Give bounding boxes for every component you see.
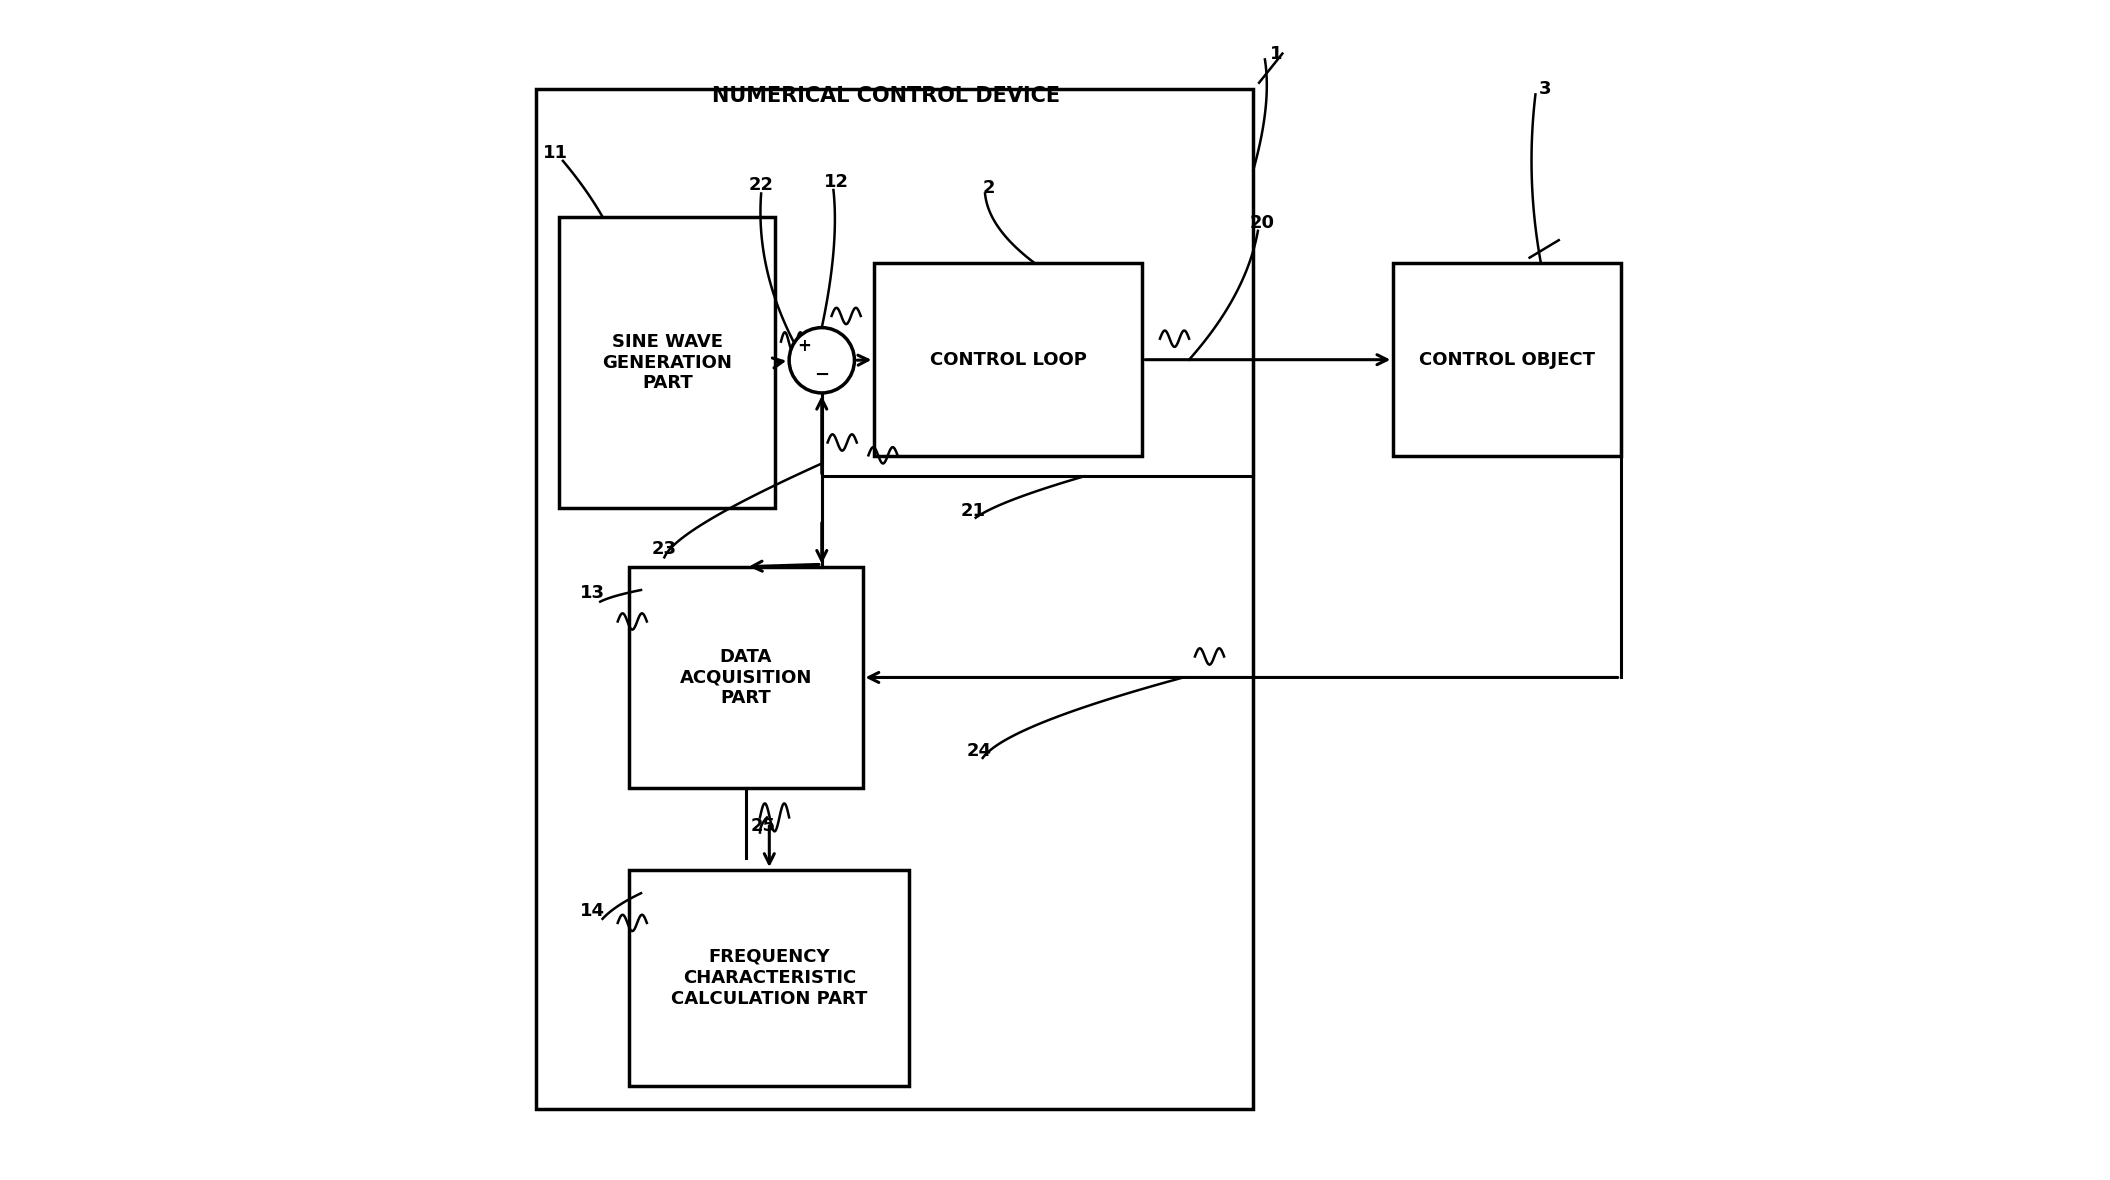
Text: +: +	[798, 336, 810, 354]
Text: SINE WAVE
GENERATION
PART: SINE WAVE GENERATION PART	[601, 333, 732, 393]
Text: 20: 20	[1249, 214, 1274, 231]
Text: 22: 22	[749, 176, 774, 195]
Text: 21: 21	[960, 502, 985, 519]
Bar	[1393, 263, 1620, 455]
Text: DATA
ACQUISITION
PART: DATA ACQUISITION PART	[679, 648, 812, 707]
Bar	[629, 870, 909, 1086]
Circle shape	[789, 328, 855, 393]
Text: FREQUENCY
CHARACTERISTIC
CALCULATION PART: FREQUENCY CHARACTERISTIC CALCULATION PAR…	[671, 948, 867, 1008]
Bar	[536, 88, 1253, 1109]
Text: 14: 14	[580, 902, 606, 919]
Text: 25: 25	[751, 817, 776, 834]
Text: CONTROL LOOP: CONTROL LOOP	[931, 350, 1087, 368]
Text: 11: 11	[544, 144, 568, 162]
Text: 12: 12	[825, 172, 850, 191]
Text: 24: 24	[966, 742, 992, 760]
Text: NUMERICAL CONTROL DEVICE: NUMERICAL CONTROL DEVICE	[711, 86, 1059, 106]
Text: 3: 3	[1538, 79, 1551, 98]
Text: 1: 1	[1270, 45, 1283, 63]
Text: CONTROL OBJECT: CONTROL OBJECT	[1418, 350, 1595, 368]
Bar	[874, 263, 1142, 455]
Text: 23: 23	[652, 540, 677, 558]
Bar	[629, 566, 863, 788]
Text: 13: 13	[580, 584, 606, 603]
Text: 2: 2	[983, 178, 994, 197]
Bar	[559, 217, 774, 509]
Text: −: −	[814, 366, 829, 384]
